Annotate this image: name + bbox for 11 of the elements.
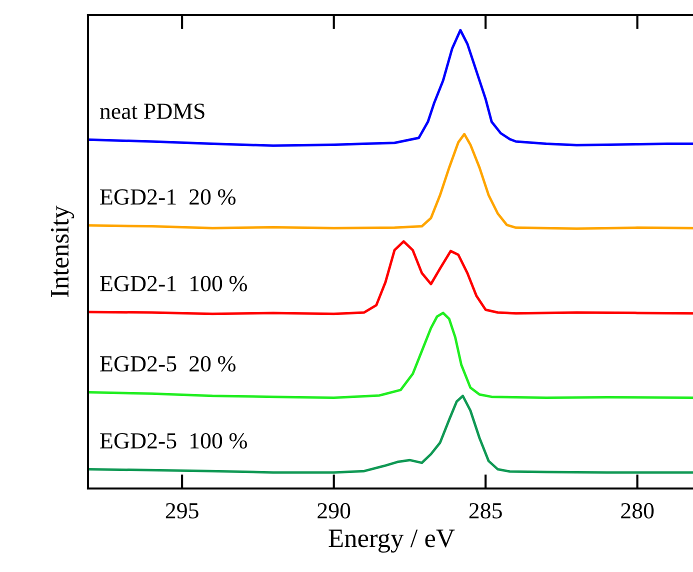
series-label: EGD2-5 20 % [100,356,236,372]
series-label: neat PDMS [100,104,204,119]
x-tick-label: 285 [469,503,502,519]
series-label: EGD2-1 20 % [100,189,236,205]
series-label: EGD2-1 100 % [100,276,247,292]
x-tick-label: 280 [621,503,654,519]
x-tick-label: 290 [318,503,350,519]
series-label: EGD2-5 100 % [100,433,247,449]
y-axis-title: Intensity [50,206,74,297]
x-axis-title: Energy / eV [328,530,455,553]
x-tick-label: 295 [166,503,198,519]
